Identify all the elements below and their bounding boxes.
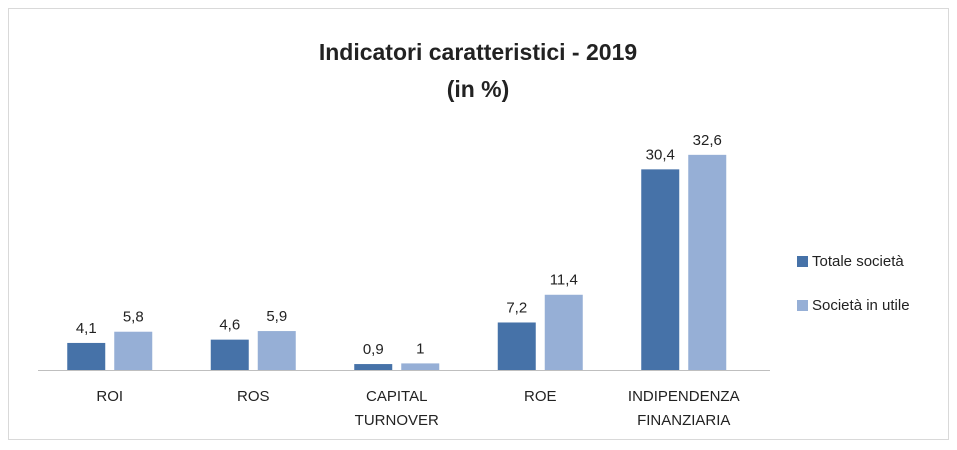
value-label: 4,6: [219, 317, 240, 334]
value-label: 1: [416, 340, 424, 357]
legend-label: Società in utile: [812, 297, 910, 314]
bar: [257, 331, 296, 370]
value-label: 30,4: [646, 146, 675, 163]
x-tick-label: ROI: [96, 388, 123, 405]
value-label: 11,4: [550, 272, 578, 289]
chart-frame: [8, 8, 949, 440]
bar: [114, 331, 153, 370]
bar: [401, 363, 440, 370]
bar: [210, 339, 249, 370]
value-label: 0,9: [363, 341, 384, 358]
bar: [497, 322, 536, 370]
legend-swatch: [797, 256, 808, 267]
x-tick-label: INDIPENDENZA: [628, 388, 740, 405]
x-tick-label: ROS: [237, 388, 270, 405]
x-tick-label: FINANZIARIA: [637, 412, 730, 429]
x-tick-label: CAPITAL: [366, 388, 427, 405]
value-label: 5,8: [123, 309, 144, 326]
bar: [67, 342, 106, 370]
bar: [641, 169, 680, 370]
bar: [688, 154, 727, 370]
legend-swatch: [797, 300, 808, 311]
x-tick-label: ROE: [524, 388, 557, 405]
value-label: 32,6: [693, 132, 722, 149]
value-label: 7,2: [506, 299, 527, 316]
value-label: 4,1: [76, 320, 97, 337]
x-tick-label: TURNOVER: [355, 412, 439, 429]
bar: [544, 294, 583, 370]
value-label: 5,9: [266, 308, 287, 325]
legend-label: Totale società: [812, 253, 904, 270]
chart-title: Indicatori caratteristici - 2019: [319, 39, 637, 65]
bar: [354, 364, 393, 370]
chart-subtitle: (in %): [447, 76, 510, 102]
